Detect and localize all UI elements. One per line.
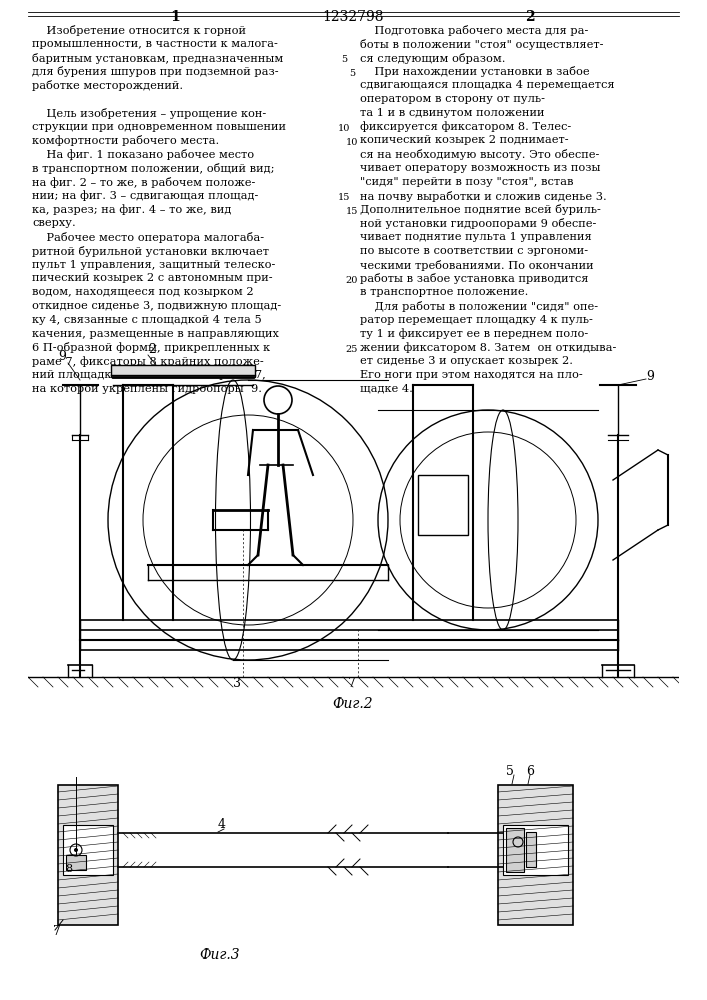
- Text: ку 4, связанные с площадкой 4 тела 5: ку 4, связанные с площадкой 4 тела 5: [32, 315, 262, 325]
- Text: Фиг.3: Фиг.3: [199, 948, 240, 962]
- Text: оператором в сторону от пуль-: оператором в сторону от пуль-: [360, 94, 545, 104]
- Text: Цель изобретения – упрощение кон-: Цель изобретения – упрощение кон-: [32, 108, 267, 119]
- Text: пульт 1 управления, защитный телеско-: пульт 1 управления, защитный телеско-: [32, 260, 275, 270]
- Text: на почву выработки и сложив сиденье 3.: на почву выработки и сложив сиденье 3.: [360, 191, 607, 202]
- Text: "сидя" перейти в позу "стоя", встав: "сидя" перейти в позу "стоя", встав: [360, 177, 573, 187]
- Text: ся следующим образом.: ся следующим образом.: [360, 53, 506, 64]
- Circle shape: [74, 848, 78, 852]
- Text: 2: 2: [525, 10, 534, 24]
- Text: боты в положении "стоя" осуществляет-: боты в положении "стоя" осуществляет-: [360, 39, 604, 50]
- Text: раме 7, фиксаторы 8 крайних положе-: раме 7, фиксаторы 8 крайних положе-: [32, 356, 264, 367]
- Text: ритной бурильной установки включает: ритной бурильной установки включает: [32, 246, 269, 257]
- Bar: [503, 825, 568, 875]
- Bar: [506, 828, 524, 872]
- Text: откидное сиденье 3, подвижную площад-: откидное сиденье 3, подвижную площад-: [32, 301, 281, 311]
- Text: 20: 20: [346, 276, 358, 285]
- Text: нии; на фиг. 3 – сдвигающая площад-: нии; на фиг. 3 – сдвигающая площад-: [32, 191, 258, 201]
- Text: 9: 9: [646, 370, 654, 383]
- Bar: [498, 785, 573, 925]
- Text: копический козырек 2 поднимает-: копический козырек 2 поднимает-: [360, 135, 568, 145]
- Text: 15: 15: [338, 193, 350, 202]
- Text: на фиг. 2 – то же, в рабочем положе-: на фиг. 2 – то же, в рабочем положе-: [32, 177, 255, 188]
- Text: для бурения шпуров при подземной раз-: для бурения шпуров при подземной раз-: [32, 66, 279, 77]
- Text: в транспортное положение.: в транспортное положение.: [360, 287, 528, 297]
- Text: ся на необходимую высоту. Это обеспе-: ся на необходимую высоту. Это обеспе-: [360, 149, 600, 160]
- Text: жении фиксатором 8. Затем  он откидыва-: жении фиксатором 8. Затем он откидыва-: [360, 342, 617, 353]
- Text: ний площадки 4 относительно рамы 7,: ний площадки 4 относительно рамы 7,: [32, 370, 266, 380]
- Text: 3: 3: [233, 677, 241, 690]
- Text: 1232798: 1232798: [322, 10, 384, 24]
- Text: 15: 15: [346, 207, 358, 216]
- Text: ка, разрез; на фиг. 4 – то же, вид: ка, разрез; на фиг. 4 – то же, вид: [32, 204, 231, 215]
- Text: чивает поднятие пульта 1 управления: чивает поднятие пульта 1 управления: [360, 232, 592, 242]
- Text: Рабочее место оператора малогаба-: Рабочее место оператора малогаба-: [32, 232, 264, 243]
- Text: струкции при одновременном повышении: струкции при одновременном повышении: [32, 122, 286, 132]
- Text: водом, находящееся под козырком 2: водом, находящееся под козырком 2: [32, 287, 254, 297]
- Text: та 1 и в сдвинутом положении: та 1 и в сдвинутом положении: [360, 108, 544, 118]
- Text: работке месторождений.: работке месторождений.: [32, 80, 183, 91]
- Text: на которой укреплены гидроопоры  9.: на которой укреплены гидроопоры 9.: [32, 384, 262, 394]
- Text: сдвигающаяся площадка 4 перемещается: сдвигающаяся площадка 4 перемещается: [360, 80, 614, 90]
- Text: 1: 1: [170, 10, 180, 24]
- Text: 7: 7: [348, 677, 356, 690]
- Text: качения, размещенные в направляющих: качения, размещенные в направляющих: [32, 329, 279, 339]
- Text: При нахождении установки в забое: При нахождении установки в забое: [360, 66, 590, 77]
- Text: 5: 5: [506, 765, 514, 778]
- Text: На фиг. 1 показано рабочее место: На фиг. 1 показано рабочее место: [32, 149, 254, 160]
- Text: комфортности рабочего места.: комфортности рабочего места.: [32, 135, 219, 146]
- Text: по высоте в соответствии с эргономи-: по высоте в соответствии с эргономи-: [360, 246, 588, 256]
- Text: 5: 5: [349, 69, 355, 78]
- Text: 6: 6: [526, 765, 534, 778]
- Text: Изобретение относится к горной: Изобретение относится к горной: [32, 25, 246, 36]
- Text: чивает оператору возможность из позы: чивает оператору возможность из позы: [360, 163, 600, 173]
- Text: в транспортном положении, общий вид;: в транспортном положении, общий вид;: [32, 163, 274, 174]
- Bar: [58, 785, 118, 925]
- Text: ческими требованиями. По окончании: ческими требованиями. По окончании: [360, 260, 594, 271]
- Text: 4: 4: [218, 818, 226, 831]
- Text: 10: 10: [346, 138, 358, 147]
- Text: Его ноги при этом находятся на пло-: Его ноги при этом находятся на пло-: [360, 370, 583, 380]
- Text: промышленности, в частности к малога-: промышленности, в частности к малога-: [32, 39, 278, 49]
- Text: 9: 9: [58, 350, 66, 363]
- Text: фиксируется фиксатором 8. Телес-: фиксируется фиксатором 8. Телес-: [360, 122, 571, 132]
- Text: баритным установкам, предназначенным: баритным установкам, предназначенным: [32, 53, 284, 64]
- Text: 6 П-образной формы, прикрепленных к: 6 П-образной формы, прикрепленных к: [32, 342, 270, 353]
- Bar: [66, 855, 86, 870]
- Text: ной установки гидроопорами 9 обеспе-: ной установки гидроопорами 9 обеспе-: [360, 218, 597, 229]
- Bar: [418, 475, 468, 535]
- Text: Дополнительное поднятие всей буриль-: Дополнительное поднятие всей буриль-: [360, 204, 601, 215]
- Text: 10: 10: [338, 124, 350, 133]
- Text: 25: 25: [346, 345, 358, 354]
- Text: 5: 5: [341, 55, 347, 64]
- Text: Подготовка рабочего места для ра-: Подготовка рабочего места для ра-: [360, 25, 588, 36]
- Bar: [111, 365, 255, 377]
- Text: 8: 8: [65, 864, 72, 874]
- Text: ту 1 и фиксирует ее в переднем поло-: ту 1 и фиксирует ее в переднем поло-: [360, 329, 588, 339]
- Text: ратор перемещает площадку 4 к пуль-: ратор перемещает площадку 4 к пуль-: [360, 315, 593, 325]
- Text: Фиг.2: Фиг.2: [333, 697, 373, 711]
- Bar: [526, 832, 536, 867]
- Text: Для работы в положении "сидя" опе-: Для работы в положении "сидя" опе-: [360, 301, 598, 312]
- Text: пический козырек 2 с автономным при-: пический козырек 2 с автономным при-: [32, 273, 273, 283]
- Text: работы в забое установка приводится: работы в забое установка приводится: [360, 273, 588, 284]
- Text: щадке 4.: щадке 4.: [360, 384, 413, 394]
- Bar: [63, 825, 113, 875]
- Text: сверху.: сверху.: [32, 218, 76, 228]
- Text: 2: 2: [148, 343, 156, 356]
- Text: ет сиденье 3 и опускает козырек 2.: ет сиденье 3 и опускает козырек 2.: [360, 356, 573, 366]
- Text: 7: 7: [53, 925, 61, 938]
